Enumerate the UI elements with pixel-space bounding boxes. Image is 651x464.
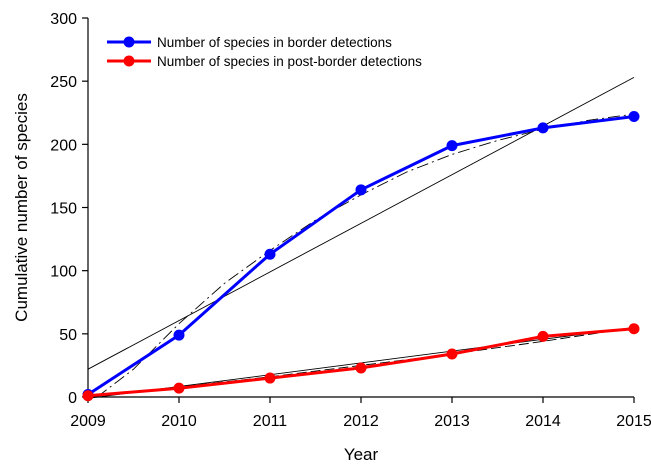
data-point [446,140,458,152]
y-tick-label: 100 [50,264,77,281]
data-point [173,382,185,394]
y-tick-label: 200 [50,137,77,154]
legend-item: Number of species in border detections [107,35,392,50]
data-point [537,330,549,342]
data-point [628,323,640,335]
y-tick-label: 300 [50,11,77,28]
series-line [87,327,635,398]
x-tick-label: 2014 [525,413,561,430]
x-axis-title: Year [344,445,379,464]
x-tick-label: 2010 [161,413,197,430]
legend-marker [123,55,135,67]
legend-marker [123,36,135,48]
data-point [355,362,367,374]
data-point [264,248,276,260]
data-point [82,390,94,402]
data-point [446,348,458,360]
legend-item: Number of species in post-border detecti… [107,54,422,69]
series-0 [82,111,640,400]
data-point [355,184,367,196]
x-tick-label: 2009 [70,413,106,430]
y-tick-label: 0 [68,390,77,407]
fit-line-linear [87,77,635,370]
data-series [82,111,640,402]
x-tick-label: 2015 [616,413,651,430]
legend-label: Number of species in border detections [157,35,392,50]
data-point [264,372,276,384]
y-tick-label: 250 [50,74,77,91]
legend: Number of species in border detections Nu… [107,35,422,69]
data-point [173,329,185,341]
y-tick-label: 50 [59,327,77,344]
x-tick-label: 2013 [434,413,470,430]
y-axis-title: Cumulative number of species [12,93,31,322]
series-line [87,115,635,396]
axes: 0 50 100 150 200 250 300 2009 2010 2011 2012 2013 20… [50,11,651,430]
legend-label: Number of species in post-border detecti… [157,54,422,69]
x-tick-label: 2012 [343,413,379,430]
fit-line-sigmoid [96,113,635,398]
data-point [537,122,549,134]
series-1 [82,323,640,402]
x-tick-label: 2011 [253,413,288,430]
data-point [628,111,640,123]
y-tick-label: 150 [50,201,77,218]
